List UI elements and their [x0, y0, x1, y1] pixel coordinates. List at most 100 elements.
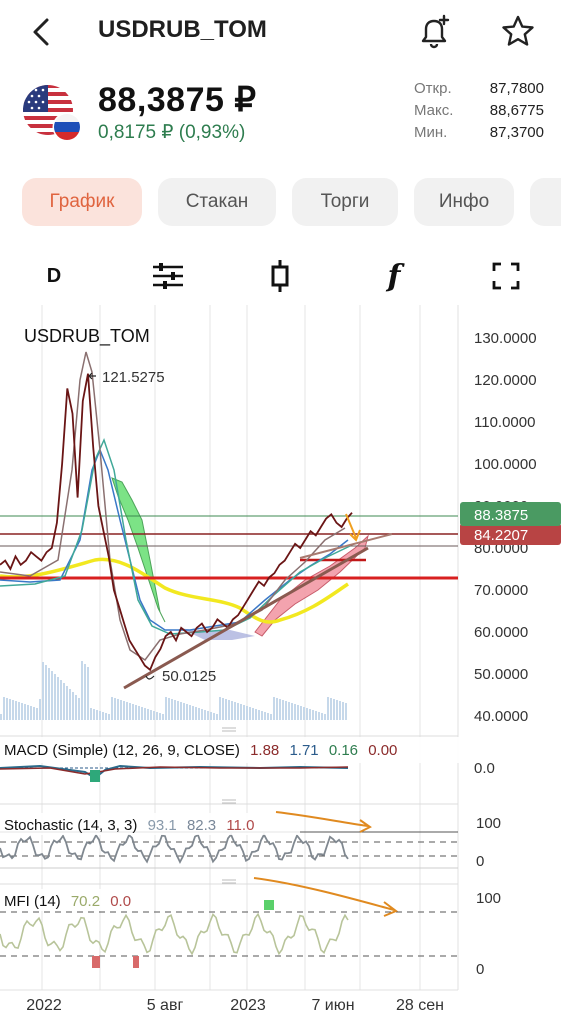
page-title: USDRUB_TOM [98, 16, 267, 43]
volume-bar [66, 686, 68, 720]
mfi-title: MFI (14) [4, 893, 61, 910]
volume-bar [201, 709, 203, 720]
interval-button[interactable]: D [46, 264, 62, 287]
volume-bar [162, 714, 164, 720]
y-tick-label: 60.0000 [474, 624, 528, 641]
volume-bar [189, 705, 191, 720]
tab-order-book[interactable]: Стакан [158, 178, 276, 226]
volume-bar [192, 706, 194, 720]
low-marker-arrow [145, 675, 155, 680]
volume-bar [153, 711, 155, 720]
macd-value-4: 0.00 [368, 742, 397, 759]
x-tick-label: 28 сен [396, 997, 444, 1014]
volume-bar [9, 699, 11, 720]
chart-type-button[interactable] [258, 254, 302, 298]
currency-flags [22, 84, 84, 142]
level-badge-bg [460, 523, 561, 545]
volume-bar [264, 712, 266, 720]
volume-bar [78, 698, 80, 720]
mfi-header-bg [0, 889, 150, 911]
tab-more[interactable]: Э [530, 178, 561, 226]
volume-bar [12, 700, 14, 720]
volume-bar [261, 711, 263, 720]
volume-bar [24, 704, 26, 720]
star-icon [502, 15, 534, 46]
volume-bar [285, 701, 287, 720]
volume-bar [330, 698, 332, 720]
fullscreen-button[interactable] [484, 254, 528, 298]
fullscreen-icon [492, 262, 520, 290]
volume-bar [18, 702, 20, 720]
moving-average-yellow [0, 557, 349, 624]
volume-bar [0, 714, 2, 720]
cloud-green [111, 477, 166, 623]
volume-bar [183, 703, 185, 720]
bell-plus-icon [421, 14, 450, 49]
volume-bar [75, 695, 77, 720]
chart-area[interactable]: USDRUB_TOM 121.5275 50.0125 130.0000 120.… [0, 305, 561, 1024]
vertical-grid [41, 305, 421, 990]
trendline-upper [299, 533, 393, 559]
volume-bar [114, 698, 116, 720]
volume-bar [180, 702, 182, 720]
stochastic-line [0, 832, 349, 865]
trendline-lower [123, 546, 369, 690]
stochastic-label: Stochastic (14, 3, 3) 93.1 82.3 11.0 [4, 817, 254, 834]
x-axis-labels: 2022 5 авг 2023 7 июн 28 сен [26, 997, 444, 1014]
volume-bar [72, 692, 74, 720]
stat-low: Мин. 87,3700 [414, 124, 544, 146]
volume-bar [156, 712, 158, 720]
volume-bar [288, 702, 290, 720]
chart-settings-button[interactable] [146, 254, 190, 298]
volume-bar [144, 708, 146, 720]
volume-bar [150, 710, 152, 720]
stat-value: 88,6775 [489, 102, 544, 119]
stochastic-arrow-annotation [275, 811, 372, 833]
volume-bar [339, 701, 341, 720]
stat-label: Мин. [414, 124, 448, 141]
price-chart[interactable]: USDRUB_TOM 121.5275 50.0125 130.0000 120.… [0, 305, 561, 1024]
volume-bar [93, 709, 95, 720]
volume-bar [135, 705, 137, 720]
panel-resize-handle[interactable] [222, 879, 236, 884]
x-tick-label: 2023 [230, 997, 266, 1014]
stat-label: Откр. [414, 80, 452, 97]
volume-bar [63, 683, 65, 720]
volume-bar [39, 699, 41, 720]
y-tick-label: 40.0000 [474, 708, 528, 725]
stochastic-tick-0: 0 [476, 853, 484, 870]
volume-bar [60, 680, 62, 720]
volume-bar [48, 668, 50, 720]
volume-bar [303, 707, 305, 720]
tab-chart[interactable]: График [22, 178, 142, 226]
level-badge: 84.2207 [474, 527, 528, 544]
macd-header-bg [0, 737, 478, 763]
panel-resize-handle[interactable] [222, 799, 236, 804]
volume-bar [42, 662, 44, 720]
back-button[interactable] [22, 12, 62, 52]
volume-bar [231, 701, 233, 720]
add-alert-button[interactable] [414, 12, 454, 52]
volume-bar [33, 707, 35, 720]
indicators-button[interactable]: f [387, 258, 401, 294]
volume-bar [21, 703, 23, 720]
macd-value-1: 1.88 [250, 742, 279, 759]
volume-bar [69, 689, 71, 720]
mfi-label: MFI (14) 70.2 0.0 [4, 893, 131, 910]
volume-bar [306, 708, 308, 720]
volume-bar [132, 704, 134, 720]
volume-bar [234, 702, 236, 720]
favorite-button[interactable] [498, 12, 538, 52]
volume-bar [225, 699, 227, 720]
tab-trades[interactable]: Торги [292, 178, 398, 226]
chart-symbol-label: USDRUB_TOM [24, 326, 150, 347]
volume-bar [168, 698, 170, 720]
macd-value-2: 1.71 [289, 742, 318, 759]
volume-bar [111, 697, 113, 720]
y-axis-labels: 130.0000120.0000110.0000100.000090.00008… [474, 330, 537, 725]
tab-info[interactable]: Инфо [414, 178, 514, 226]
candlestick-icon [271, 260, 289, 292]
panel-resize-handle[interactable] [222, 727, 236, 732]
volume-bar [246, 706, 248, 720]
stat-label: Макс. [414, 102, 454, 119]
